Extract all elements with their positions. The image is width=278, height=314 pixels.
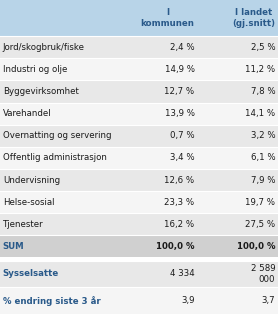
Text: 100,0 %: 100,0 % <box>237 242 275 251</box>
Text: 7,9 %: 7,9 % <box>251 176 275 185</box>
Text: 4 334: 4 334 <box>170 269 195 279</box>
Text: 12,6 %: 12,6 % <box>165 176 195 185</box>
Text: 23,3 %: 23,3 % <box>165 198 195 207</box>
Text: % endring siste 3 år: % endring siste 3 år <box>3 296 101 306</box>
Bar <box>0 58 278 80</box>
Text: I
kommunen: I kommunen <box>141 8 195 28</box>
Bar <box>0 261 278 287</box>
Text: Varehandel: Varehandel <box>3 109 51 118</box>
Bar <box>0 287 278 314</box>
Text: 0,7 %: 0,7 % <box>170 131 195 140</box>
Bar <box>0 169 278 191</box>
Bar <box>0 36 278 58</box>
Text: 6,1 %: 6,1 % <box>250 153 275 162</box>
Text: 27,5 %: 27,5 % <box>245 220 275 229</box>
Text: 2,4 %: 2,4 % <box>170 43 195 52</box>
Text: Undervisning: Undervisning <box>3 176 60 185</box>
Text: 2 589
000: 2 589 000 <box>250 264 275 284</box>
Text: 13,9 %: 13,9 % <box>165 109 195 118</box>
Bar <box>0 102 278 125</box>
Bar <box>0 257 278 261</box>
Bar <box>0 80 278 102</box>
Text: 3,2 %: 3,2 % <box>250 131 275 140</box>
Text: Offentlig administrasjon: Offentlig administrasjon <box>3 153 107 162</box>
Text: Jord/skogbruk/fiske: Jord/skogbruk/fiske <box>3 43 85 52</box>
Text: 16,2 %: 16,2 % <box>165 220 195 229</box>
Bar <box>0 125 278 147</box>
Text: Sysselsatte: Sysselsatte <box>3 269 59 279</box>
Text: Overnatting og servering: Overnatting og servering <box>3 131 111 140</box>
Text: Tjenester: Tjenester <box>3 220 43 229</box>
Text: 3,4 %: 3,4 % <box>170 153 195 162</box>
Text: 3,7: 3,7 <box>262 296 275 305</box>
Text: 14,9 %: 14,9 % <box>165 65 195 74</box>
Text: 12,7 %: 12,7 % <box>165 87 195 96</box>
Text: Helse-sosial: Helse-sosial <box>3 198 54 207</box>
Text: I landet
(gj.snitt): I landet (gj.snitt) <box>232 8 275 28</box>
Bar <box>0 236 278 257</box>
Text: 11,2 %: 11,2 % <box>245 65 275 74</box>
Text: 14,1 %: 14,1 % <box>245 109 275 118</box>
Text: SUM: SUM <box>3 242 24 251</box>
Text: 7,8 %: 7,8 % <box>250 87 275 96</box>
Text: 3,9: 3,9 <box>181 296 195 305</box>
Text: 2,5 %: 2,5 % <box>250 43 275 52</box>
Text: Byggevirksomhet: Byggevirksomhet <box>3 87 79 96</box>
Bar <box>0 213 278 236</box>
Bar <box>0 147 278 169</box>
Text: 19,7 %: 19,7 % <box>245 198 275 207</box>
Text: 100,0 %: 100,0 % <box>156 242 195 251</box>
Bar <box>0 0 278 36</box>
Bar <box>0 191 278 213</box>
Text: Industri og olje: Industri og olje <box>3 65 67 74</box>
